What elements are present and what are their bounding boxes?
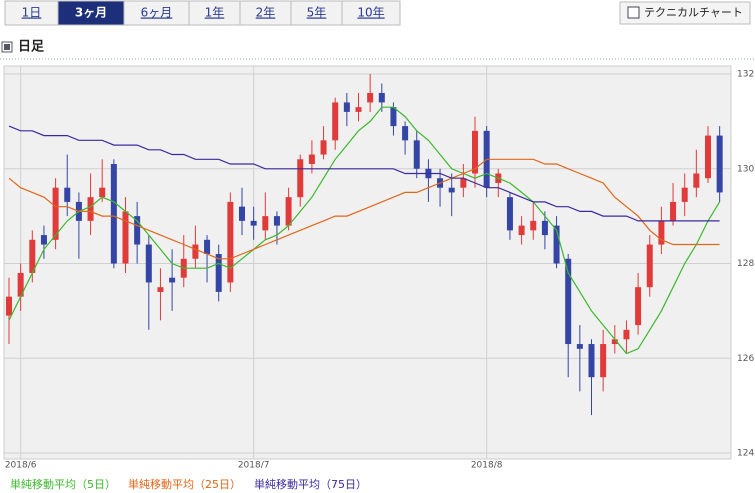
candle-body	[553, 225, 560, 264]
candle-body	[250, 220, 257, 226]
candle-body	[239, 206, 245, 221]
candle-body	[402, 126, 409, 141]
y-tick-label: 132	[737, 70, 754, 80]
candle-body	[518, 225, 525, 236]
candle-body	[460, 178, 467, 188]
candle-body	[530, 220, 537, 231]
technical-button[interactable]	[619, 1, 751, 25]
technical-label[interactable]: テクニカルチャート	[644, 6, 743, 19]
candle-body	[378, 92, 385, 103]
candle-body	[192, 244, 199, 259]
candle-body	[110, 164, 117, 264]
candle-body	[611, 339, 618, 345]
tab-label[interactable]: 1年	[205, 6, 225, 20]
tab[interactable]	[188, 0, 241, 26]
legend-entry: 単純移動平均（75日）	[254, 477, 367, 491]
candle-body	[285, 197, 292, 226]
candle-body	[355, 107, 362, 112]
candle-body	[670, 201, 677, 221]
candle-body	[541, 220, 548, 236]
candle-body	[635, 287, 642, 326]
candle-body	[390, 107, 397, 127]
y-tick-label: 128	[737, 259, 754, 269]
candle-body	[506, 197, 513, 231]
candle-body	[646, 244, 653, 288]
candle-body	[262, 216, 269, 231]
candle-body	[64, 187, 71, 202]
candle-body	[99, 187, 106, 198]
candle-body	[623, 329, 630, 340]
heading: 日足	[18, 40, 45, 55]
tab[interactable]	[290, 0, 343, 26]
technical-icon	[627, 6, 640, 19]
candle-body	[705, 135, 711, 179]
legend-entry: 単純移動平均（25日）	[128, 477, 241, 491]
candle-body	[600, 344, 607, 378]
candle-body	[658, 220, 665, 245]
candle-body	[681, 187, 688, 202]
tab[interactable]	[341, 0, 401, 26]
y-tick-label: 126	[737, 354, 754, 364]
candle-body	[29, 239, 36, 273]
candle-body	[6, 296, 12, 316]
tab-label[interactable]: 3ヶ月	[75, 6, 107, 20]
legend-entry: 単純移動平均（5日）	[10, 477, 116, 491]
candle-body	[588, 344, 595, 378]
candle-body	[297, 159, 304, 198]
candle-body	[204, 239, 211, 255]
candle-body	[227, 201, 234, 283]
x-tick-label: 2018/8	[471, 461, 503, 471]
candle-body	[367, 92, 374, 103]
candle-body	[448, 187, 455, 193]
moving-average	[8, 106, 721, 355]
candle-body	[413, 140, 420, 169]
candle-body	[343, 102, 350, 112]
candle-body	[157, 287, 164, 292]
candle-body	[472, 130, 478, 174]
tab-label[interactable]: 6ヶ月	[141, 6, 173, 20]
candle-body	[122, 211, 129, 264]
moving-average	[8, 158, 720, 260]
candle-body	[576, 344, 583, 349]
x-tick-label: 2018/6	[5, 461, 37, 471]
candle-body	[169, 277, 176, 283]
tab[interactable]	[239, 0, 292, 26]
y-tick-label: 130	[737, 164, 754, 174]
candle-body	[40, 235, 47, 245]
tab-label[interactable]: 2年	[256, 6, 276, 20]
candle-body	[308, 154, 315, 165]
tab-label[interactable]: 1日	[22, 6, 42, 20]
y-tick-label: 124	[737, 449, 754, 459]
tab-label[interactable]: 5年	[307, 6, 327, 20]
candle-body	[565, 258, 572, 345]
candle-body	[332, 102, 339, 141]
candle-body	[17, 272, 24, 297]
candle-body	[320, 140, 327, 155]
candle-body	[716, 135, 723, 193]
tab[interactable]	[123, 0, 190, 26]
candle-body	[145, 244, 152, 283]
candle-body	[215, 254, 222, 292]
candle-body	[273, 216, 280, 226]
tab-label[interactable]: 10年	[357, 6, 384, 20]
candle-body	[693, 173, 700, 188]
tab[interactable]	[57, 0, 125, 26]
candle-body	[52, 187, 59, 240]
heading-icon-inner	[4, 44, 10, 50]
x-tick-label: 2018/7	[238, 461, 270, 471]
candle-body	[87, 197, 94, 221]
moving-average	[8, 125, 720, 222]
candle-body	[134, 216, 141, 245]
